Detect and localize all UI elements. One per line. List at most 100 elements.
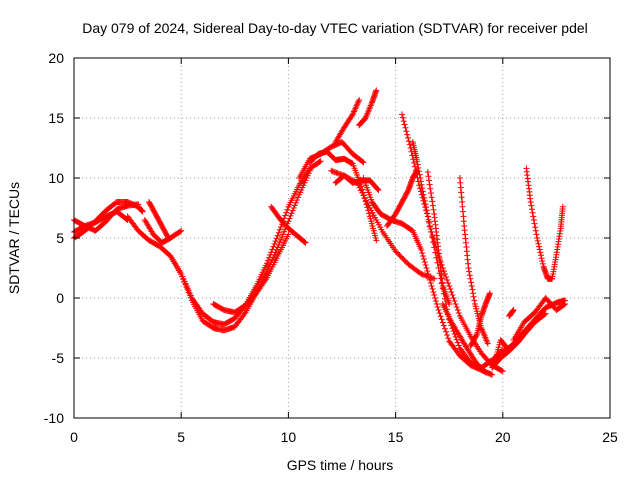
data-point-marker: [177, 228, 184, 235]
series-track-6: [210, 231, 292, 316]
data-point-marker: [441, 325, 448, 332]
data-point-marker: [426, 177, 432, 184]
series-track-17: [384, 167, 420, 229]
data-point-marker: [265, 257, 271, 264]
data-point-marker: [425, 213, 431, 220]
data-point-marker: [401, 121, 408, 128]
y-tick-label: 5: [56, 230, 64, 246]
y-tick-label: 15: [48, 110, 64, 126]
data-point-marker: [421, 194, 428, 201]
data-point-marker: [269, 246, 276, 253]
data-point-marker: [349, 111, 356, 118]
data-point-marker: [139, 208, 146, 215]
data-point-marker: [393, 249, 400, 256]
data-point-marker: [266, 254, 273, 261]
data-point-marker: [374, 186, 381, 192]
data-point-marker: [399, 254, 405, 261]
data-point-marker: [425, 216, 432, 223]
data-point-marker: [455, 342, 462, 349]
data-point-marker: [429, 202, 436, 209]
y-tick-label: -5: [52, 350, 65, 366]
data-point-marker: [482, 369, 489, 376]
y-tick-label: 20: [48, 50, 64, 66]
data-point-marker: [443, 274, 449, 280]
x-tick-label: 20: [495, 429, 511, 445]
data-point-marker: [469, 286, 476, 293]
series-track-20: [424, 169, 453, 307]
series-track-26: [510, 295, 568, 343]
data-point-marker: [402, 124, 409, 131]
data-point-marker: [375, 187, 382, 193]
data-point-marker: [272, 238, 279, 245]
data-point-marker: [418, 247, 425, 253]
y-tick-label: -10: [44, 410, 64, 426]
data-point-marker: [489, 371, 496, 378]
data-point-marker: [420, 253, 426, 259]
data-point-marker: [289, 207, 296, 214]
data-point-marker: [274, 232, 281, 239]
data-point-marker: [434, 304, 441, 310]
data-point-marker: [499, 368, 506, 375]
data-point-marker: [444, 332, 451, 338]
data-point-marker: [429, 232, 436, 238]
data-point-marker: [294, 197, 300, 204]
series-line: [309, 150, 377, 241]
data-point-marker: [562, 301, 568, 307]
data-point-marker: [532, 227, 539, 234]
data-point-marker: [468, 279, 475, 286]
data-point-marker: [373, 87, 380, 94]
data-point-marker: [352, 105, 359, 112]
x-axis-label: GPS time / hours: [287, 457, 394, 473]
x-tick-label: 15: [388, 429, 404, 445]
x-tick-label: 0: [70, 429, 78, 445]
data-point-marker: [444, 277, 451, 283]
data-point-marker: [282, 212, 289, 219]
data-point-marker: [281, 228, 288, 235]
data-point-marker: [416, 168, 422, 175]
data-point-marker: [530, 213, 537, 220]
data-point-marker: [424, 210, 431, 217]
data-point-marker: [425, 271, 432, 277]
data-point-marker: [470, 290, 476, 297]
series-track-2: [71, 199, 146, 241]
data-point-marker: [359, 158, 366, 165]
data-point-marker: [443, 328, 449, 335]
data-point-marker: [430, 235, 437, 241]
data-point-marker: [528, 202, 535, 209]
data-point-marker: [285, 218, 292, 225]
data-point-marker: [530, 217, 537, 223]
data-point-marker: [426, 277, 433, 283]
data-point-marker: [360, 159, 367, 166]
data-point-marker: [506, 347, 513, 354]
data-point-marker: [426, 181, 433, 188]
data-point-marker: [292, 199, 299, 206]
series-track-23: [467, 290, 493, 349]
data-point-marker: [414, 158, 420, 165]
series-track-29: [523, 165, 566, 282]
data-point-marker: [542, 310, 549, 317]
data-point-marker: [423, 265, 430, 271]
data-point-marker: [428, 190, 434, 196]
data-point-marker: [527, 199, 534, 205]
data-point-marker: [428, 194, 435, 201]
data-point-marker: [419, 188, 426, 195]
data-point-marker: [448, 289, 455, 295]
data-point-marker: [445, 280, 452, 286]
x-tick-label: 25: [602, 429, 618, 445]
data-point-marker: [290, 205, 297, 211]
data-point-marker: [284, 206, 291, 213]
data-point-marker: [559, 203, 566, 210]
data-point-marker: [417, 178, 424, 185]
data-point-marker: [267, 251, 274, 258]
data-point-marker: [354, 101, 361, 108]
data-point-marker: [317, 158, 324, 165]
data-point-marker: [425, 173, 432, 180]
data-point-marker: [446, 301, 453, 307]
data-point-marker: [441, 271, 448, 277]
data-point-marker: [427, 185, 434, 192]
data-point-marker: [510, 307, 517, 313]
data-point-marker: [471, 297, 478, 304]
data-point-marker: [498, 367, 505, 374]
data-point-marker: [437, 313, 444, 320]
